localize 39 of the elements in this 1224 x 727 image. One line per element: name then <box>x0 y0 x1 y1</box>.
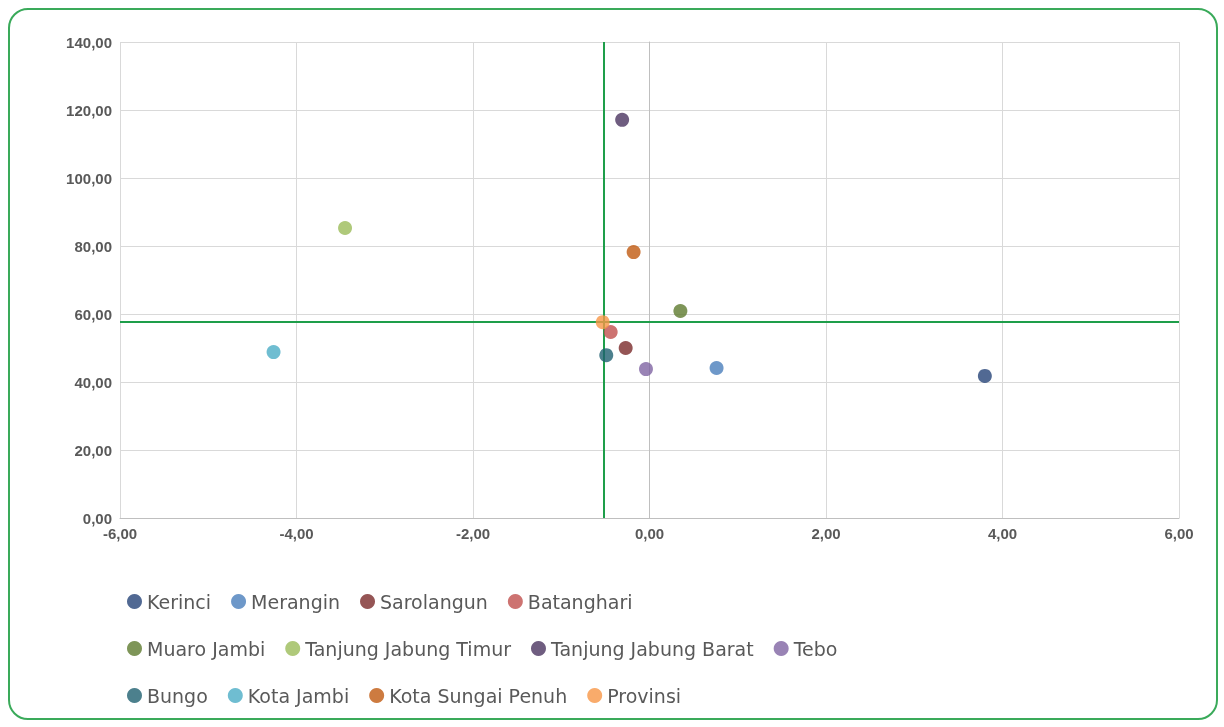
x-tick-label: 4,00 <box>987 525 1018 542</box>
legend-label: Kota Sungai Penuh <box>389 684 568 707</box>
x-tick-label: -6,00 <box>102 525 138 542</box>
x-tick-label: -2,00 <box>455 525 491 542</box>
x-tick-label: 2,00 <box>811 525 841 542</box>
y-tick-label: 20,00 <box>74 441 112 459</box>
point <box>599 348 614 363</box>
legend-label: Batanghari <box>527 590 633 613</box>
y-tick-label: 0,00 <box>82 509 112 527</box>
point <box>603 325 618 340</box>
y-tick-label: 100,00 <box>66 169 112 187</box>
point <box>709 361 724 376</box>
y-tick-label: 140,00 <box>66 33 112 51</box>
legend-label: Kota Jambi <box>247 684 350 707</box>
x-tick-label: 0,00 <box>634 525 665 542</box>
legend-label: Bungo <box>147 684 208 707</box>
y-tick-label: 40,00 <box>74 373 112 391</box>
legend-label: Kerinci <box>147 590 212 613</box>
point <box>266 345 281 360</box>
x-tick-label: 6,00 <box>1164 525 1194 542</box>
point <box>626 245 641 260</box>
legend-label: Tanjung Jabung Timur <box>304 637 512 660</box>
point <box>618 341 633 355</box>
legend-label: Tanjung Jabung Barat <box>549 637 754 660</box>
legend-label: Muaro Jambi <box>147 637 266 660</box>
point <box>595 315 610 330</box>
y-tick-label: 120,00 <box>66 101 112 119</box>
point <box>638 362 653 377</box>
x-tick-label: -4,00 <box>279 525 314 542</box>
point <box>977 368 992 383</box>
legend-label: Merangin <box>251 590 341 613</box>
legend-label: Tebo <box>792 637 838 660</box>
y-tick-label: 80,00 <box>74 237 112 255</box>
point <box>338 220 353 235</box>
legend-label: Sarolangun <box>380 590 488 613</box>
legend-label: Provinsi <box>607 684 682 707</box>
point <box>615 112 630 127</box>
point <box>673 303 688 318</box>
y-tick-label: 60,00 <box>74 305 112 323</box>
